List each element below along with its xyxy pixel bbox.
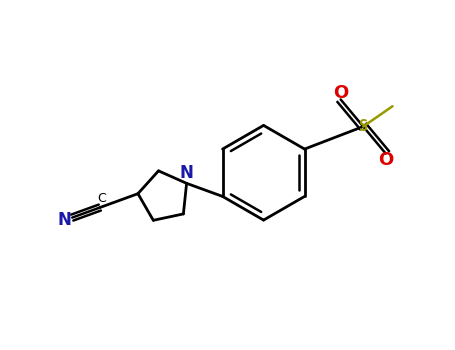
Text: N: N	[58, 211, 71, 229]
Text: S: S	[359, 119, 368, 134]
Text: C: C	[97, 192, 106, 205]
Text: O: O	[378, 151, 394, 169]
Text: O: O	[333, 84, 348, 102]
Text: N: N	[180, 164, 193, 182]
